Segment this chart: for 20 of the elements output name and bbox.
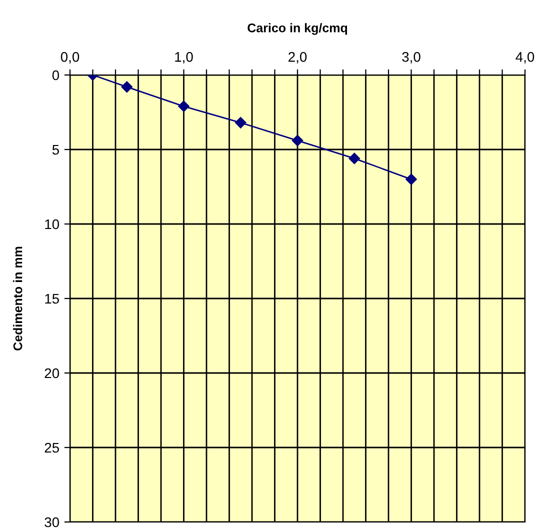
y-axis-title: Cedimento in mm — [13, 246, 22, 350]
y-tick-label: 20 — [44, 368, 60, 378]
point — [235, 117, 246, 128]
point — [292, 134, 304, 146]
x-tick-label: 2,0 — [288, 52, 307, 64]
x-tick-label: 1,0 — [175, 52, 193, 64]
y-tick-label: 30 — [44, 517, 60, 528]
point — [178, 100, 190, 112]
y-tick-label: 25 — [44, 442, 60, 453]
y-tick-label: 5 — [52, 144, 59, 155]
x-tick-label: 4,0 — [516, 52, 534, 64]
point — [121, 81, 132, 93]
y-tick-label: 10 — [45, 219, 60, 230]
x-tick-label: 3,0 — [402, 52, 420, 64]
point — [406, 174, 417, 185]
y-tick-label: 15 — [45, 294, 60, 304]
x-tick-label: 0,0 — [60, 52, 80, 64]
x-axis-title: Carico in kg/cmq — [248, 23, 348, 35]
point — [348, 152, 360, 164]
y-tick-label: 0 — [52, 70, 60, 80]
